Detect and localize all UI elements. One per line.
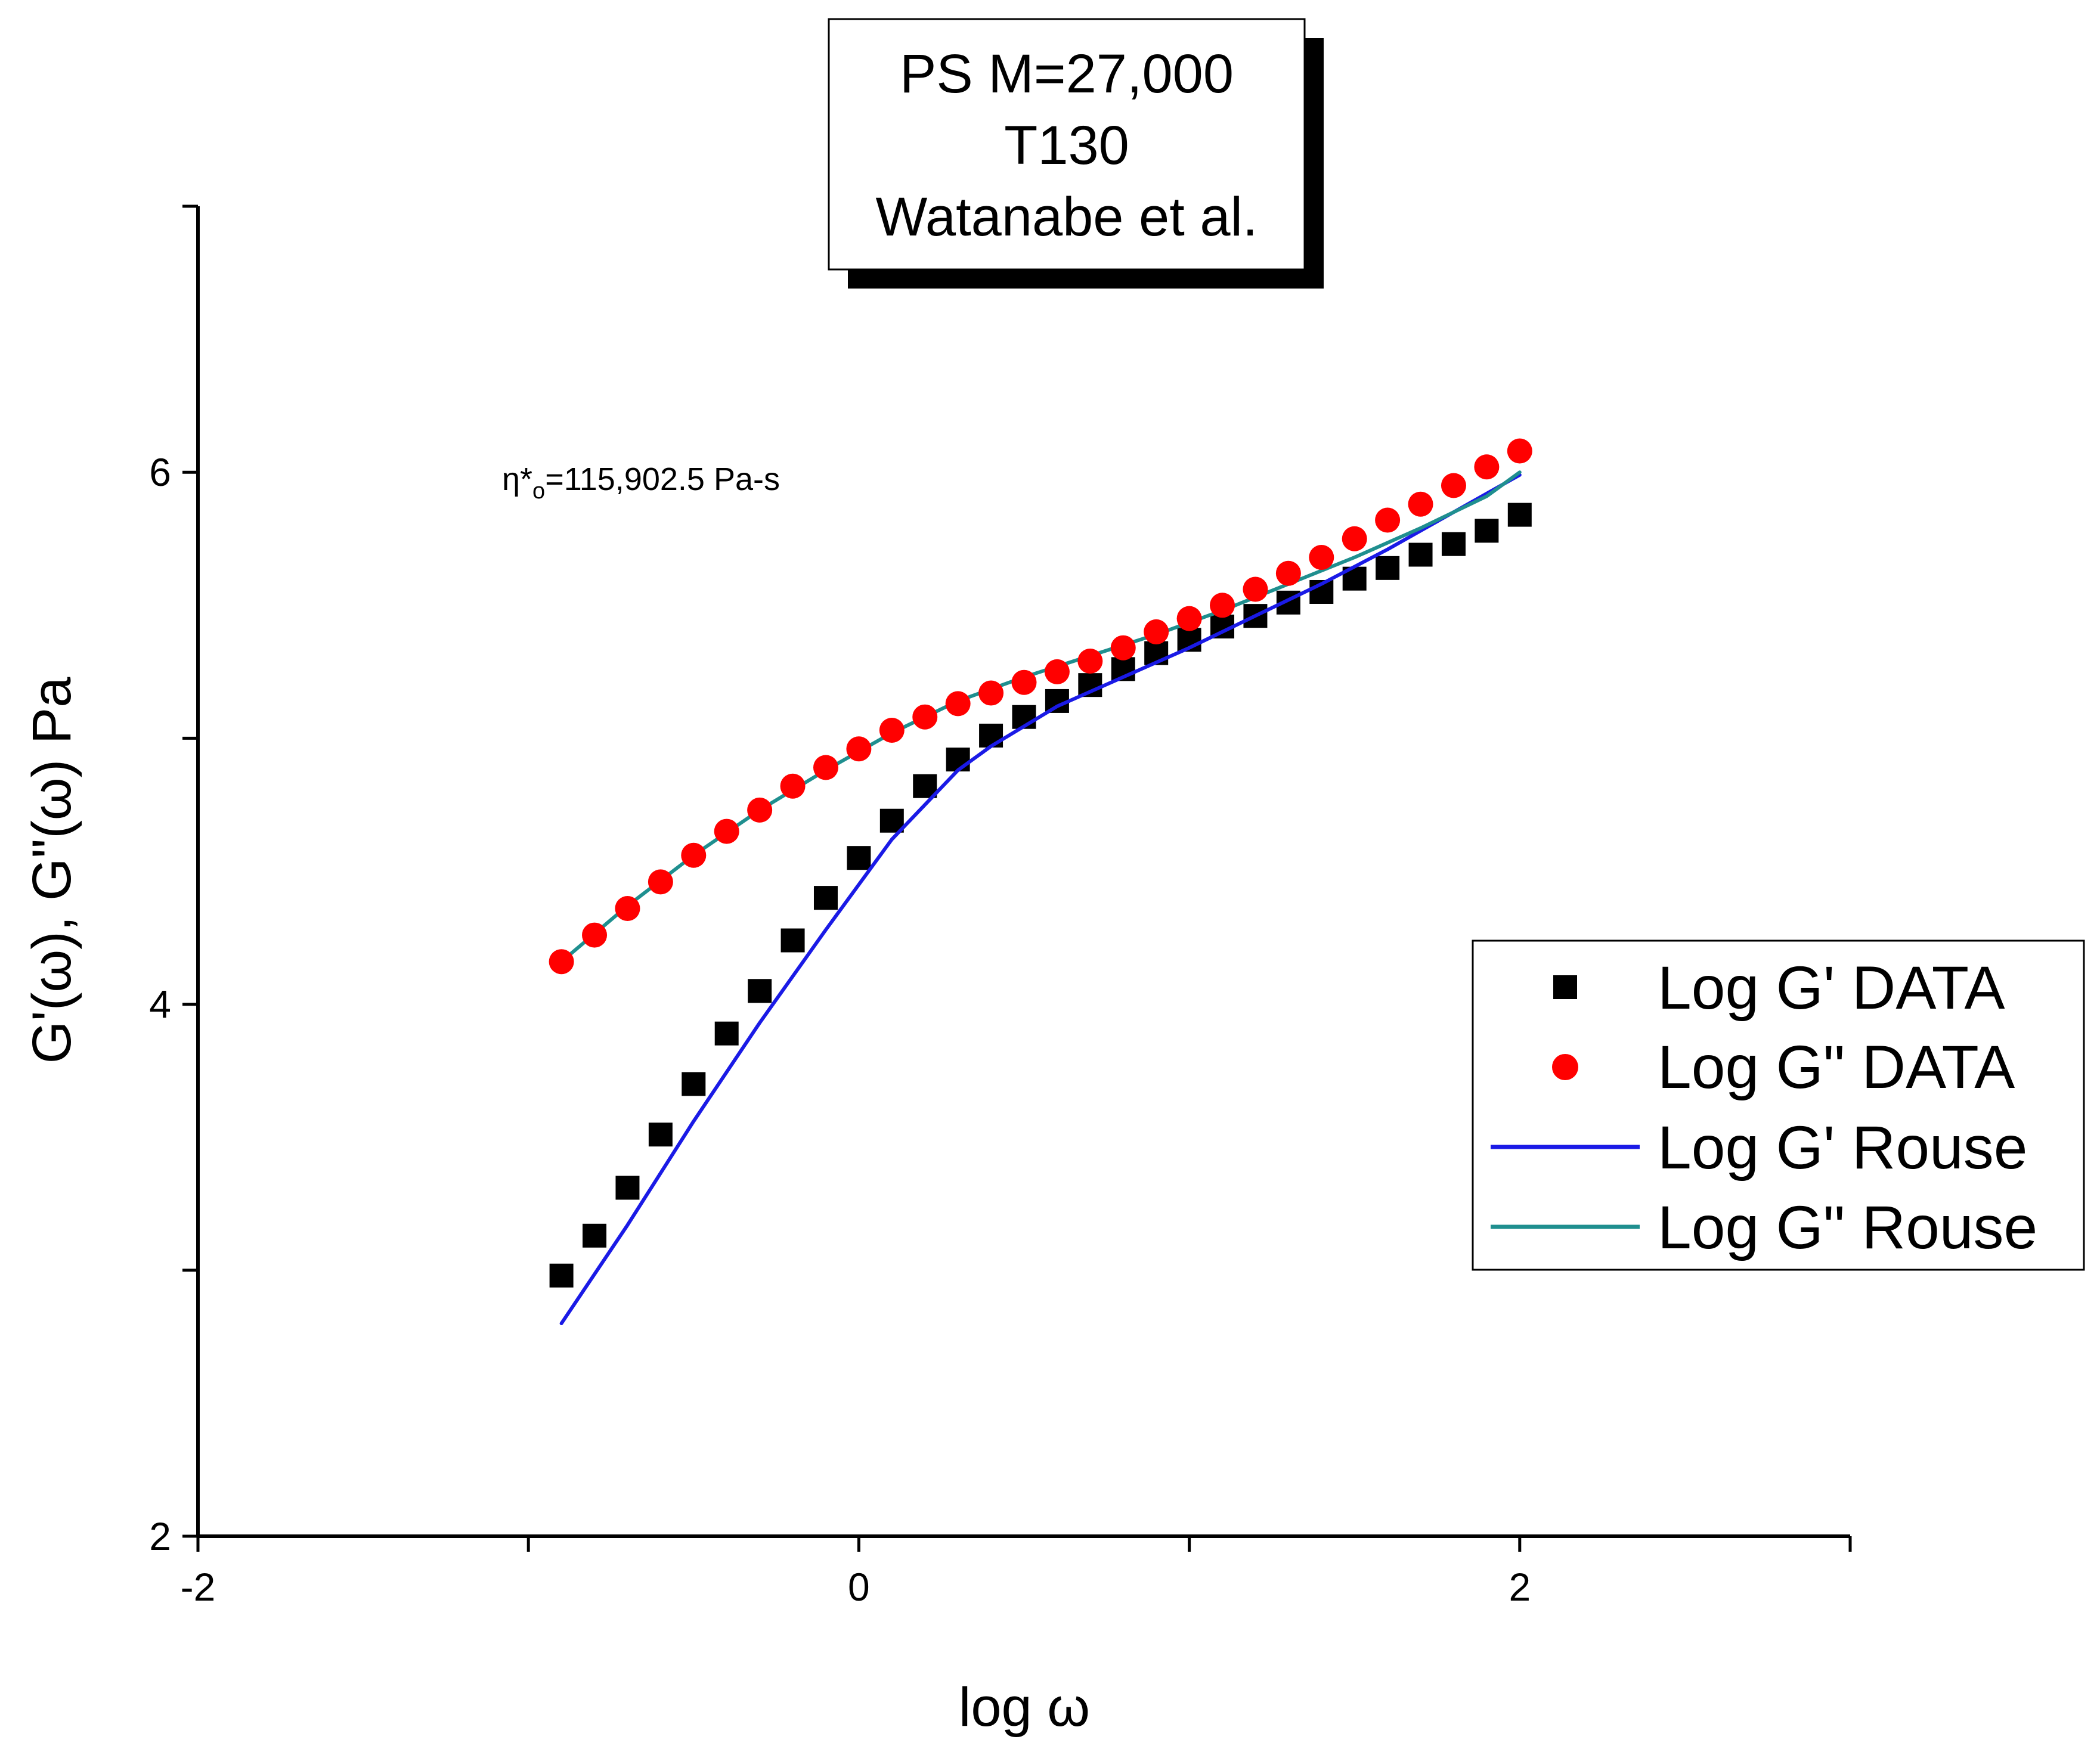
point-g-prime-data-9 xyxy=(847,846,871,870)
series-g-prime-data xyxy=(549,503,1532,1288)
point-g-double-prime-data-24 xyxy=(1342,526,1367,551)
legend: Log G' DATA Log G" DATA Log G' Rouse Log… xyxy=(1472,939,2085,1271)
series-layer xyxy=(549,438,1532,1325)
point-g-prime-data-25 xyxy=(1376,556,1400,580)
viscosity-annotation: η*o=115,902.5 Pa-s xyxy=(502,461,780,504)
line-g-prime-rouse xyxy=(559,473,1522,1325)
point-g-double-prime-data-26 xyxy=(1408,491,1433,517)
point-g-double-prime-data-12 xyxy=(945,691,971,717)
point-g-double-prime-data-19 xyxy=(1176,606,1202,631)
title-line-1: PS M=27,000 xyxy=(900,44,1234,104)
legend-label-g-prime-data: Log G' DATA xyxy=(1658,954,2005,1022)
point-g-double-prime-data-20 xyxy=(1210,593,1235,618)
point-g-double-prime-data-9 xyxy=(846,736,872,762)
point-g-prime-data-7 xyxy=(780,928,805,953)
point-g-double-prime-data-27 xyxy=(1441,473,1466,498)
point-g-double-prime-data-15 xyxy=(1044,659,1070,684)
title-box-frame xyxy=(828,18,1306,271)
point-g-prime-data-6 xyxy=(748,979,772,1003)
point-g-double-prime-data-2 xyxy=(615,895,640,921)
point-g-double-prime-data-17 xyxy=(1110,635,1136,661)
point-g-prime-data-29 xyxy=(1507,503,1532,527)
point-g-double-prime-data-14 xyxy=(1011,669,1037,695)
point-g-double-prime-data-18 xyxy=(1144,619,1169,644)
point-g-double-prime-data-23 xyxy=(1309,544,1334,570)
legend-marker-g-prime-data xyxy=(1553,975,1577,999)
y-tick-label-2: 6 xyxy=(149,450,171,494)
point-g-double-prime-data-16 xyxy=(1077,649,1103,674)
point-g-prime-data-4 xyxy=(682,1072,706,1096)
y-axis-title: G'(ω), G"(ω) Pa xyxy=(21,677,82,1064)
y-ticks: 2 4 6 xyxy=(149,204,198,1558)
point-g-double-prime-data-8 xyxy=(813,755,838,780)
point-g-double-prime-data-22 xyxy=(1275,560,1301,586)
viscosity-value: =115,902.5 Pa-s xyxy=(545,461,780,497)
legend-label-g-prime-rouse: Log G' Rouse xyxy=(1658,1114,2028,1182)
point-g-prime-data-2 xyxy=(615,1176,640,1200)
series-g-prime-rouse xyxy=(559,473,1522,1325)
point-g-double-prime-data-4 xyxy=(681,842,707,868)
point-g-double-prime-data-5 xyxy=(714,818,739,844)
title-line-2: T130 xyxy=(1004,115,1129,176)
point-g-double-prime-data-25 xyxy=(1375,507,1401,533)
viscosity-subscript: o xyxy=(532,479,545,504)
title-line-3: Watanabe et al. xyxy=(876,187,1258,247)
legend-marker-g-double-prime-data xyxy=(1552,1054,1578,1080)
point-g-double-prime-data-13 xyxy=(978,680,1004,706)
legend-label-g-double-prime-rouse: Log G" Rouse xyxy=(1658,1193,2037,1261)
point-g-prime-data-3 xyxy=(648,1123,673,1147)
point-g-prime-data-1 xyxy=(583,1223,607,1248)
point-g-prime-data-27 xyxy=(1441,532,1466,556)
x-tick-label-1: 0 xyxy=(848,1565,870,1609)
x-tick-label-2: 2 xyxy=(1509,1565,1531,1609)
axes: -2 0 2 2 4 6 xyxy=(149,204,1852,1609)
point-g-prime-data-28 xyxy=(1475,519,1499,543)
x-tick-label-0: -2 xyxy=(181,1565,216,1609)
x-axis-title: log ω xyxy=(959,1677,1090,1738)
point-g-double-prime-data-10 xyxy=(879,718,905,743)
point-g-prime-data-0 xyxy=(549,1263,574,1288)
x-ticks: -2 0 2 xyxy=(181,1536,1852,1609)
title-box: PS M=27,000 T130 Watanabe et al. xyxy=(828,18,1324,289)
point-g-double-prime-data-28 xyxy=(1474,454,1500,480)
point-g-prime-data-5 xyxy=(714,1021,739,1046)
point-g-double-prime-data-21 xyxy=(1243,576,1268,602)
point-g-prime-data-8 xyxy=(813,886,838,910)
point-g-prime-data-12 xyxy=(946,748,970,772)
viscosity-symbol: η* xyxy=(502,461,532,497)
point-g-double-prime-data-7 xyxy=(780,773,806,799)
point-g-double-prime-data-6 xyxy=(747,797,773,823)
point-g-prime-data-26 xyxy=(1408,542,1433,567)
point-g-double-prime-data-29 xyxy=(1507,438,1532,464)
series-g-double-prime-data xyxy=(549,438,1532,975)
legend-label-g-double-prime-data: Log G" DATA xyxy=(1658,1033,2015,1101)
point-g-double-prime-data-3 xyxy=(648,869,673,895)
point-g-prime-data-13 xyxy=(979,723,1003,748)
y-tick-label-1: 4 xyxy=(149,982,171,1027)
point-g-double-prime-data-11 xyxy=(912,704,938,730)
y-tick-label-0: 2 xyxy=(149,1514,171,1558)
point-g-double-prime-data-1 xyxy=(582,922,608,948)
point-g-double-prime-data-0 xyxy=(549,949,574,975)
